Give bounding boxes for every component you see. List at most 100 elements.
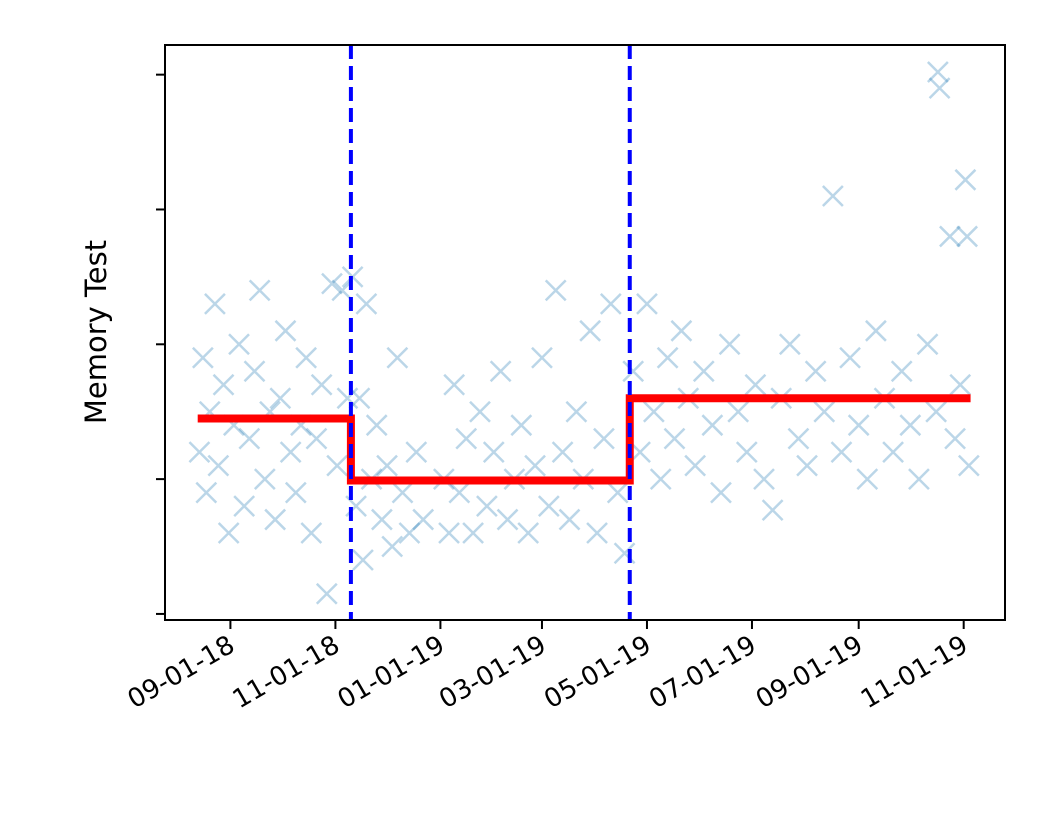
point (692, 360, 715, 383)
point (957, 454, 980, 477)
point (204, 292, 226, 315)
point (191, 346, 214, 369)
point (274, 319, 297, 342)
point (531, 346, 553, 369)
point (510, 414, 533, 437)
point (336, 387, 359, 410)
point (455, 427, 478, 450)
point (890, 360, 913, 383)
point (761, 499, 784, 522)
point (476, 495, 498, 517)
plot-frame (164, 44, 1006, 621)
point (295, 346, 318, 369)
x-tick-label: 11-01-19 (856, 630, 973, 715)
point (412, 508, 435, 531)
x-tick-label: 01-01-19 (333, 630, 450, 715)
point (636, 292, 658, 315)
point (586, 522, 608, 544)
point (264, 508, 287, 531)
point (212, 373, 235, 396)
point (710, 481, 732, 504)
plot-area (188, 61, 980, 605)
point (954, 168, 977, 191)
point (735, 441, 758, 464)
point (305, 427, 328, 450)
point (253, 468, 276, 490)
point (663, 427, 686, 450)
point (656, 346, 679, 369)
point (744, 373, 767, 396)
point (391, 481, 414, 504)
point (949, 373, 972, 396)
point (228, 333, 250, 356)
point (796, 454, 818, 477)
point (300, 522, 323, 544)
point (939, 225, 961, 248)
point (195, 481, 218, 504)
point (489, 360, 512, 383)
point (243, 360, 266, 383)
point (839, 346, 861, 369)
point (718, 333, 741, 356)
point (593, 427, 615, 450)
x-tick-label: 03-01-19 (434, 630, 551, 715)
point (482, 441, 505, 464)
point (462, 522, 484, 544)
point (315, 582, 338, 605)
point (188, 441, 211, 464)
point (579, 319, 602, 342)
point (778, 333, 801, 356)
point (284, 481, 307, 504)
point (207, 454, 230, 477)
point (524, 454, 546, 477)
point (670, 319, 693, 342)
point (248, 279, 271, 302)
point (238, 427, 261, 450)
point (517, 522, 540, 544)
point (882, 441, 904, 464)
point (928, 77, 951, 100)
x-tick-label: 07-01-19 (644, 630, 761, 715)
point (496, 508, 519, 531)
point (443, 373, 466, 396)
x-tick-label: 05-01-19 (539, 630, 656, 715)
point (321, 272, 343, 295)
x-tick-label: 09-01-19 (751, 630, 868, 715)
point (821, 185, 844, 207)
point (352, 549, 374, 571)
point (551, 441, 574, 464)
point (398, 522, 421, 544)
point (269, 387, 292, 410)
x-tick-label: 11-01-18 (228, 630, 345, 715)
point (727, 400, 750, 423)
point (813, 400, 836, 423)
point (856, 468, 879, 490)
point (376, 454, 398, 477)
point (684, 454, 707, 477)
step-line (197, 394, 971, 485)
point (326, 454, 349, 477)
point (233, 495, 256, 517)
x-tick-label: 09-01-18 (123, 630, 240, 715)
point (469, 400, 491, 423)
point (944, 427, 966, 450)
point (355, 292, 378, 315)
point (622, 360, 645, 383)
point (599, 292, 622, 315)
y-axis-label: Memory Test (79, 240, 113, 424)
point (956, 225, 979, 248)
point (606, 481, 629, 504)
point (847, 414, 870, 437)
point (371, 508, 393, 531)
point (908, 468, 930, 490)
point (438, 522, 460, 544)
point (405, 441, 428, 464)
point (565, 400, 588, 423)
point (926, 61, 949, 83)
point (804, 360, 827, 383)
point (365, 414, 388, 437)
point (649, 468, 672, 490)
point (916, 333, 939, 356)
point (310, 373, 333, 396)
